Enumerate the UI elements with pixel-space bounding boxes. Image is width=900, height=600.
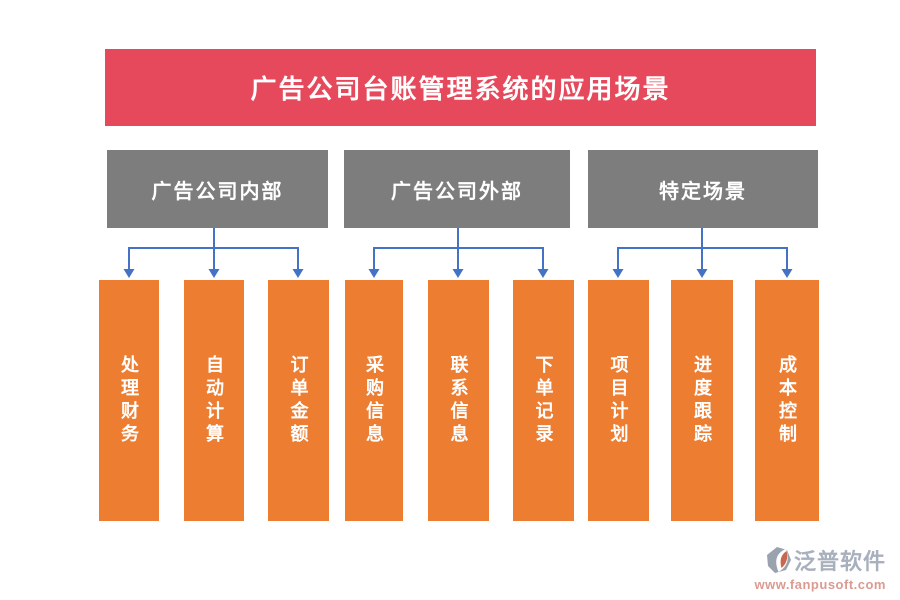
group-header-label: 特定场景: [659, 180, 747, 203]
fanpu-logo-icon: [766, 547, 791, 573]
page-title: 广告公司台账管理系统的应用场景: [250, 74, 671, 104]
group-header-specific: 特定场景: [588, 150, 818, 228]
brand-row: 泛普软件: [754, 544, 886, 576]
connector-group-1: [128, 228, 299, 270]
item-label: 订单金额: [288, 354, 309, 447]
footer-watermark: 泛普软件 www.fanpusoft.com: [754, 544, 886, 592]
connector-group-3: [617, 228, 788, 270]
item-label: 自动计算: [204, 354, 224, 447]
item-label: 项目计划: [608, 354, 629, 447]
title-banner: 广告公司台账管理系统的应用场景: [105, 49, 816, 126]
arrowheads-group-2: [368, 269, 549, 278]
arrowheads-group-3: [612, 269, 793, 278]
item-label: 采购信息: [364, 354, 384, 447]
item-label: 下单记录: [533, 354, 554, 447]
group-header-label: 广告公司内部: [151, 180, 284, 203]
item-cost-control: 成本控制: [755, 280, 819, 521]
brand-name: 泛普软件: [793, 549, 886, 574]
item-project-plan: 项目计划: [588, 280, 649, 521]
item-label: 进度跟踪: [692, 354, 712, 447]
item-purchase-info: 采购信息: [345, 280, 403, 521]
item-handle-finance: 处理财务: [99, 280, 159, 521]
item-label: 成本控制: [777, 354, 797, 447]
item-contact-info: 联系信息: [428, 280, 489, 521]
item-order-records: 下单记录: [513, 280, 574, 521]
item-label: 联系信息: [448, 354, 469, 447]
item-order-amount: 订单金额: [268, 280, 329, 521]
brand-url: www.fanpusoft.com: [754, 577, 886, 592]
connector-group-2: [373, 228, 544, 270]
group-header-label: 广告公司外部: [391, 180, 523, 203]
arrowheads-group-1: [123, 269, 304, 278]
item-auto-calc: 自动计算: [184, 280, 244, 521]
item-label: 处理财务: [119, 354, 139, 447]
group-header-external: 广告公司外部: [344, 150, 570, 228]
group-header-internal: 广告公司内部: [107, 150, 328, 228]
item-progress-tracking: 进度跟踪: [671, 280, 733, 521]
